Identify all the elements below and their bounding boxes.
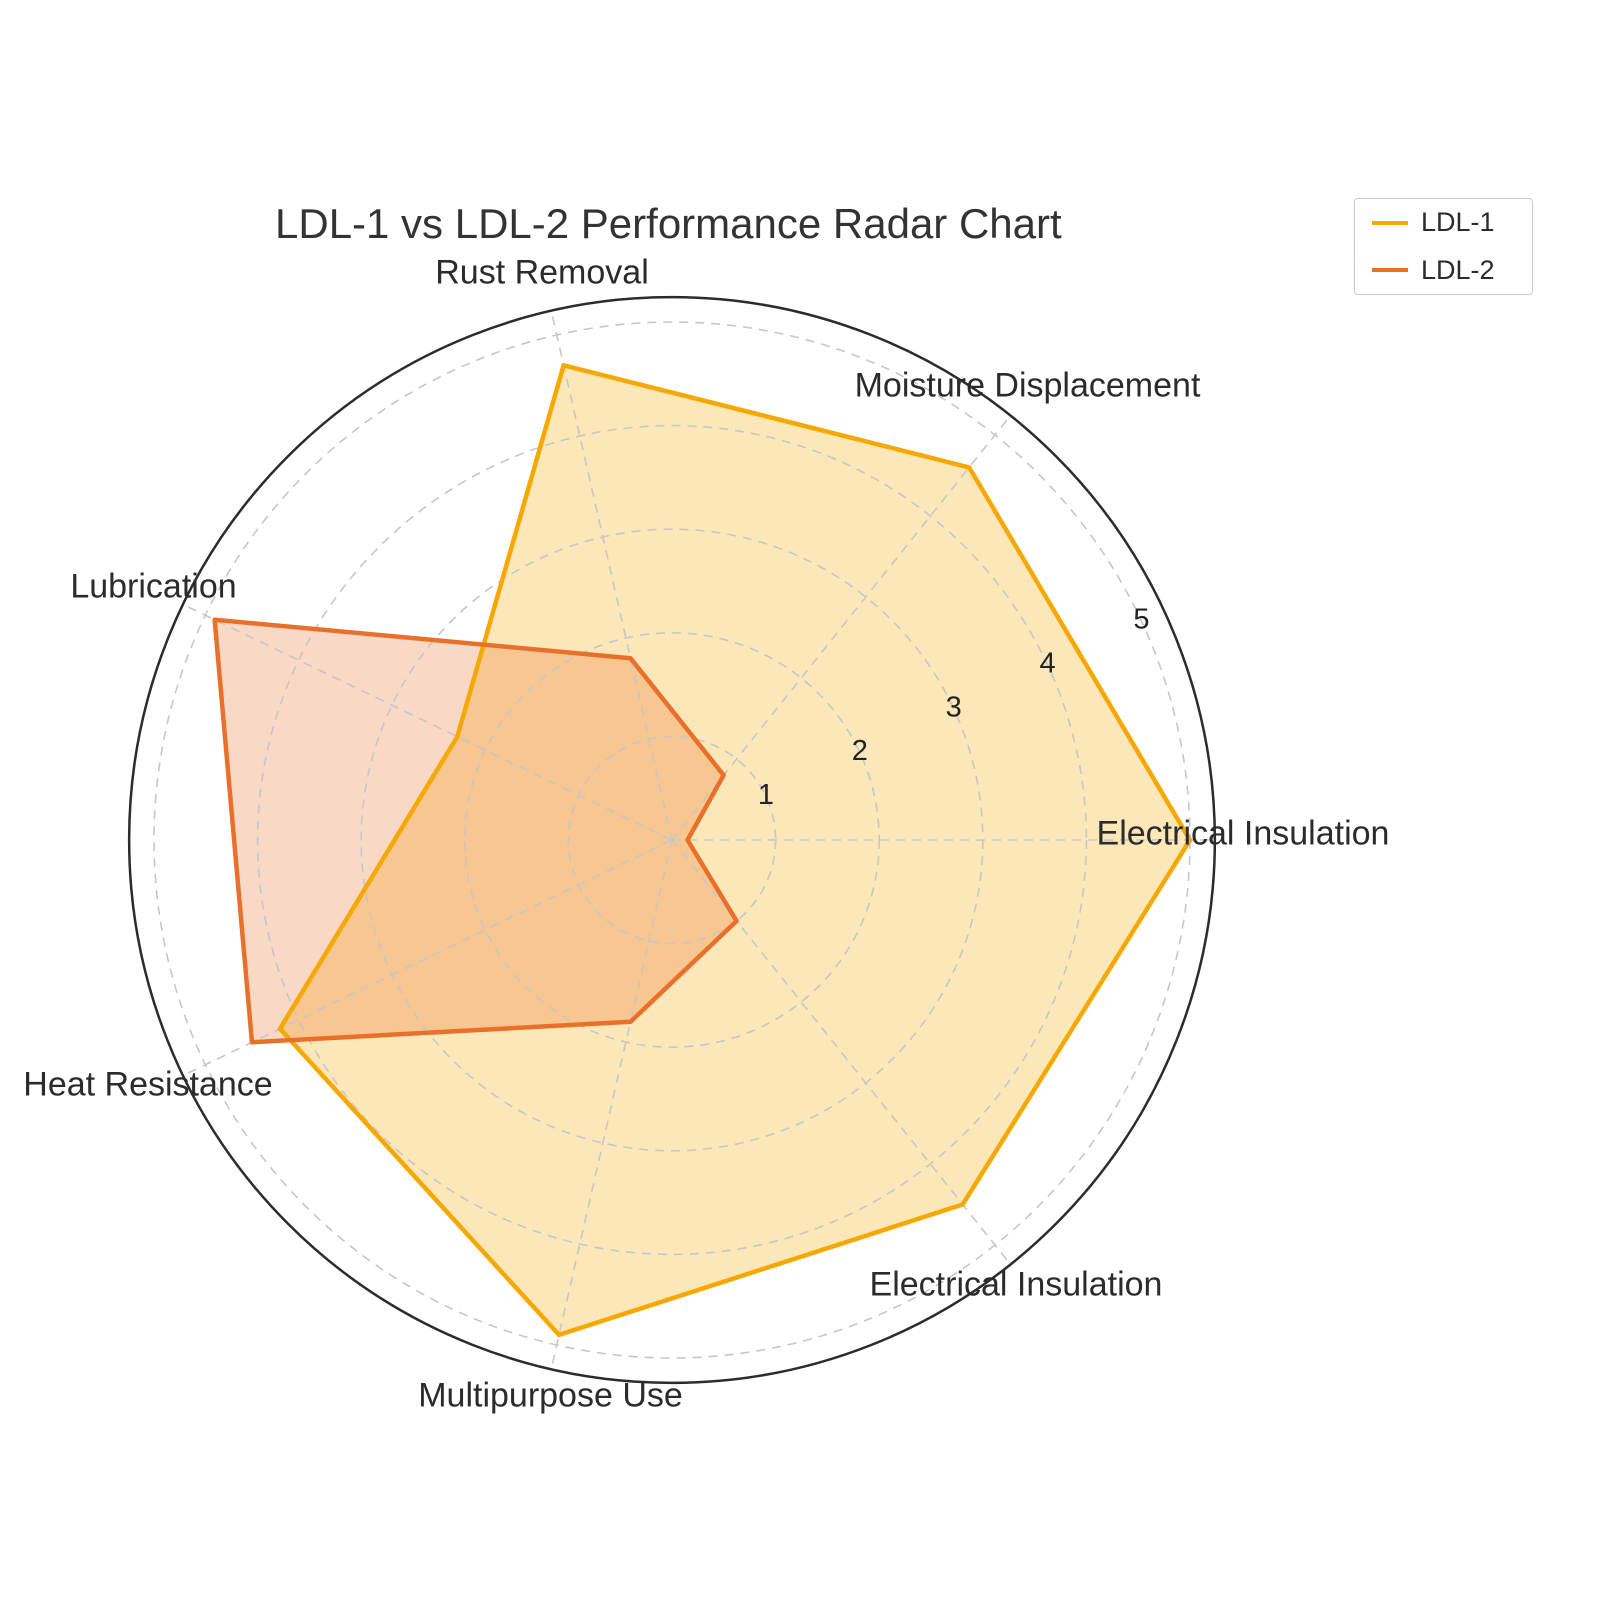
svg-text:1: 1: [758, 779, 774, 811]
svg-text:3: 3: [946, 691, 962, 723]
svg-text:4: 4: [1039, 648, 1055, 680]
svg-text:5: 5: [1133, 604, 1149, 636]
svg-text:2: 2: [852, 735, 868, 767]
